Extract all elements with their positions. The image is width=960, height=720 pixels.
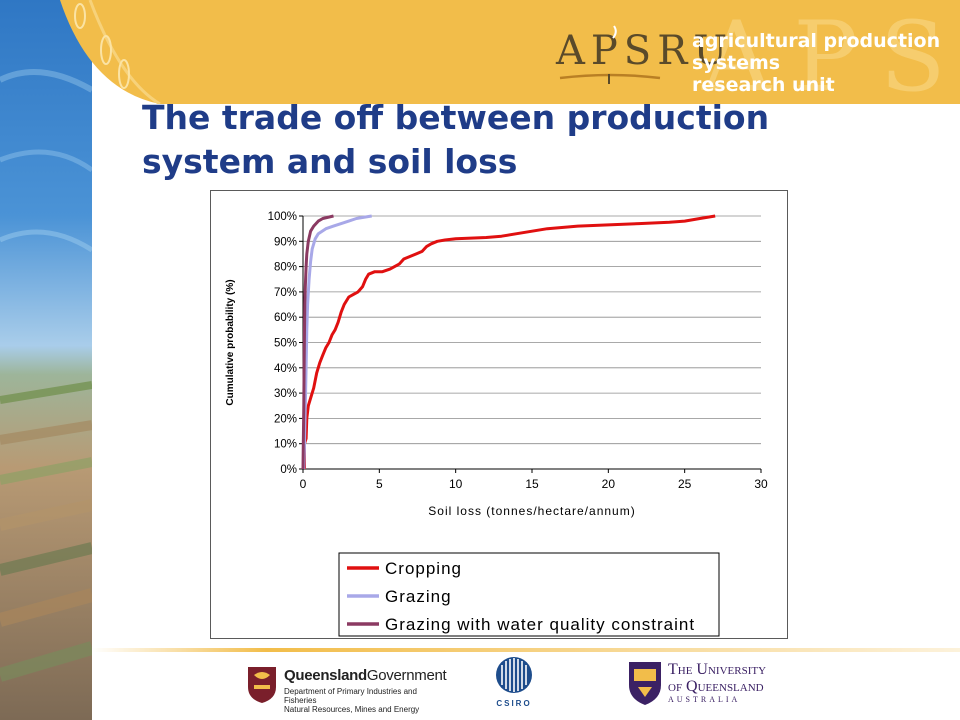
slide-title-line2: system and soil loss — [142, 142, 518, 181]
y-tick-label: 10% — [274, 439, 297, 451]
uq-crest-icon — [629, 662, 661, 705]
y-tick-label: 0% — [280, 464, 297, 476]
y-tick-label: 70% — [274, 287, 297, 299]
ql-name-rest: Government — [366, 667, 447, 684]
y-axis-label: Cumulative probability (%) — [225, 279, 236, 405]
series-line-1 — [303, 214, 716, 469]
y-tick-label: 100% — [268, 211, 297, 223]
x-tick-label: 15 — [525, 477, 539, 491]
x-tick-label: 0 — [300, 477, 307, 491]
uq-text: The University of Queensland AUSTRALIA — [668, 661, 766, 704]
legend-label: Grazing — [385, 587, 452, 606]
csiro-emblem-icon — [496, 657, 532, 693]
uq-logo: The University of Queensland AUSTRALIA — [626, 655, 786, 710]
queensland-crest-icon — [248, 667, 276, 703]
ql-gov-name: QueenslandGovernment — [284, 667, 447, 684]
y-tick-label: 60% — [274, 312, 297, 324]
unit-name: agricultural production systems research… — [692, 30, 960, 96]
ql-dept-line1: Department of Primary Industries and Fis… — [284, 687, 417, 705]
apsru-logo-swoosh — [559, 25, 661, 84]
y-tick-label: 20% — [274, 413, 297, 425]
footer-divider — [92, 648, 960, 652]
x-tick-label: 5 — [376, 477, 383, 491]
header-banner: APSRU APSRU agricultural production syst… — [0, 0, 960, 104]
uq-line1: The University — [668, 661, 767, 678]
y-tick-label: 40% — [274, 363, 297, 375]
chart-legend: Cropping Grazing Grazing with water qualit… — [338, 552, 720, 637]
apsru-logo-text: APSRU — [556, 28, 734, 74]
unit-name-line1: agricultural production systems — [692, 30, 941, 74]
legend-label: Grazing with water quality constraint — [385, 615, 695, 634]
soil-loss-chart: 0% 10% 20% 30% 40% 50% 60% 70% 80% 90% 100% 0 5 10 15 2… — [225, 211, 768, 637]
x-tick-label: 30 — [754, 477, 768, 491]
landscape-photo-strip — [0, 0, 92, 720]
x-tick-label: 25 — [678, 477, 692, 491]
x-axis-label: Soil loss (tonnes/hectare/annum) — [428, 504, 635, 518]
ql-dept-line2: Natural Resources, Mines and Energy — [284, 705, 420, 714]
y-tick-label: 90% — [274, 236, 297, 248]
banner-background: APSRU — [60, 0, 960, 104]
chart-frame: 0% 10% 20% 30% 40% 50% 60% 70% 80% 90% 100% 0 5 10 15 2… — [210, 190, 788, 639]
y-tick-label: 30% — [274, 388, 297, 400]
x-tick-label: 10 — [449, 477, 463, 491]
ql-name-bold: Queensland — [284, 667, 367, 684]
slide-title-line1: The trade off between production — [142, 98, 770, 137]
slide-title: The trade off between production system … — [142, 96, 842, 184]
uq-line3: AUSTRALIA — [668, 695, 741, 704]
y-tick-label: 50% — [274, 338, 297, 350]
unit-name-line2: research unit — [692, 74, 835, 96]
ql-departments: Department of Primary Industries and Fis… — [284, 687, 434, 714]
legend-label: Cropping — [385, 559, 462, 578]
svg-text:APSRU: APSRU — [701, 1, 960, 104]
csiro-logo: CSIRO — [492, 655, 536, 710]
y-tick-label: 80% — [274, 262, 297, 274]
apsru-logo: APSRU — [556, 22, 727, 84]
uq-line2: of Queensland — [668, 678, 764, 695]
left-decorative-band — [0, 0, 92, 720]
series-line-3 — [301, 214, 334, 470]
legend-box — [338, 552, 720, 637]
series-line-2 — [302, 214, 372, 470]
csiro-text: CSIRO — [496, 699, 532, 708]
queensland-government-logo: QueenslandGovernment Department of Prima… — [244, 655, 447, 714]
x-tick-label: 20 — [602, 477, 616, 491]
